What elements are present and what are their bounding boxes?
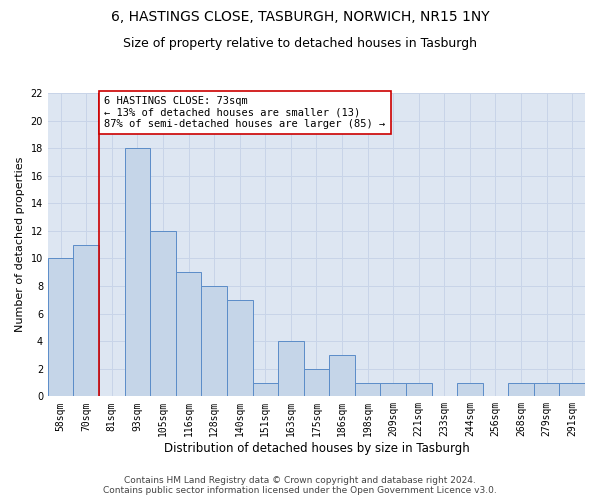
Bar xyxy=(406,382,431,396)
Bar xyxy=(380,382,406,396)
X-axis label: Distribution of detached houses by size in Tasburgh: Distribution of detached houses by size … xyxy=(164,442,469,455)
Y-axis label: Number of detached properties: Number of detached properties xyxy=(15,157,25,332)
Bar xyxy=(304,369,329,396)
Bar xyxy=(329,355,355,397)
Bar xyxy=(253,382,278,396)
Text: Size of property relative to detached houses in Tasburgh: Size of property relative to detached ho… xyxy=(123,38,477,51)
Bar xyxy=(355,382,380,396)
Bar xyxy=(559,382,585,396)
Bar xyxy=(125,148,150,396)
Bar xyxy=(227,300,253,396)
Bar xyxy=(278,341,304,396)
Bar xyxy=(202,286,227,397)
Text: Contains HM Land Registry data © Crown copyright and database right 2024.
Contai: Contains HM Land Registry data © Crown c… xyxy=(103,476,497,495)
Text: 6 HASTINGS CLOSE: 73sqm
← 13% of detached houses are smaller (13)
87% of semi-de: 6 HASTINGS CLOSE: 73sqm ← 13% of detache… xyxy=(104,96,385,129)
Bar xyxy=(150,231,176,396)
Bar xyxy=(176,272,202,396)
Bar xyxy=(457,382,482,396)
Bar xyxy=(48,258,73,396)
Text: 6, HASTINGS CLOSE, TASBURGH, NORWICH, NR15 1NY: 6, HASTINGS CLOSE, TASBURGH, NORWICH, NR… xyxy=(110,10,490,24)
Bar xyxy=(508,382,534,396)
Bar xyxy=(73,244,99,396)
Bar xyxy=(534,382,559,396)
